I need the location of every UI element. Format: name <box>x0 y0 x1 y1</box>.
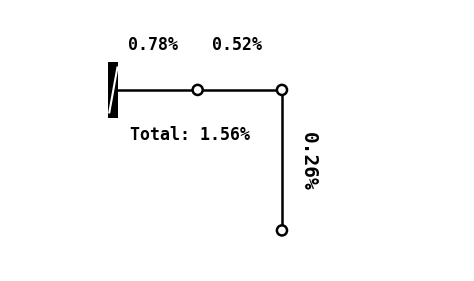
Text: Total: 1.56%: Total: 1.56% <box>130 126 250 144</box>
Text: 0.26%: 0.26% <box>299 132 318 191</box>
Text: 0.52%: 0.52% <box>212 36 262 54</box>
Circle shape <box>277 225 287 235</box>
Bar <box>109 62 118 118</box>
Text: 0.78%: 0.78% <box>128 36 178 54</box>
Circle shape <box>277 85 287 95</box>
Circle shape <box>192 85 203 95</box>
